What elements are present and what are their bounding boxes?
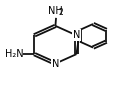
Text: NH: NH	[48, 6, 63, 16]
Text: 2: 2	[58, 8, 63, 17]
Text: N: N	[73, 30, 80, 40]
Text: H₂N: H₂N	[5, 49, 24, 59]
Text: N: N	[52, 59, 59, 69]
